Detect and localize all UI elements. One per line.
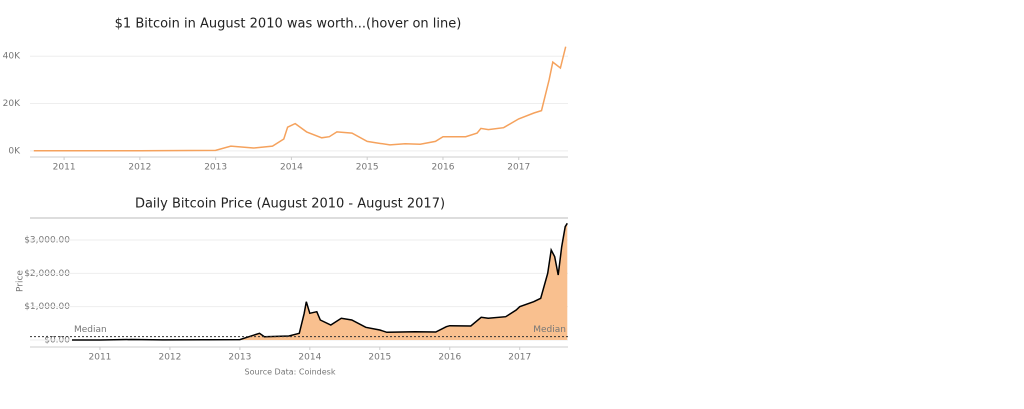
x-tick-label: 2017: [508, 353, 531, 363]
median-label: Median: [533, 325, 566, 335]
x-tick-label: 2013: [204, 163, 227, 173]
line: [33, 46, 567, 152]
median-label: Median: [74, 325, 107, 335]
x-tick-label: 2014: [280, 163, 303, 173]
y-axis-label: Price: [16, 270, 26, 292]
y-tick-label: 0K: [8, 146, 21, 156]
x-tick-label: 2017: [507, 163, 530, 173]
y-tick-label: 40K: [3, 52, 21, 62]
x-tick-label: 2015: [368, 353, 391, 363]
area: [72, 223, 568, 340]
x-tick-label: 2012: [158, 353, 181, 363]
y-tick-label: 20K: [3, 99, 21, 109]
x-tick-label: 2011: [89, 353, 112, 363]
chart-title: $1 Bitcoin in August 2010 was worth...(h…: [115, 17, 462, 32]
x-tick-label: 2011: [53, 163, 76, 173]
chart-title: Daily Bitcoin Price (August 2010 - Augus…: [135, 197, 445, 212]
x-tick-label: 2013: [228, 353, 251, 363]
x-tick-label: 2012: [128, 163, 151, 173]
source-note: Source Data: Coindesk: [245, 368, 336, 377]
line: [72, 222, 568, 341]
x-tick-label: 2016: [438, 353, 461, 363]
x-tick-label: 2014: [298, 353, 321, 363]
x-tick-label: 2015: [356, 163, 379, 173]
x-tick-label: 2016: [432, 163, 455, 173]
